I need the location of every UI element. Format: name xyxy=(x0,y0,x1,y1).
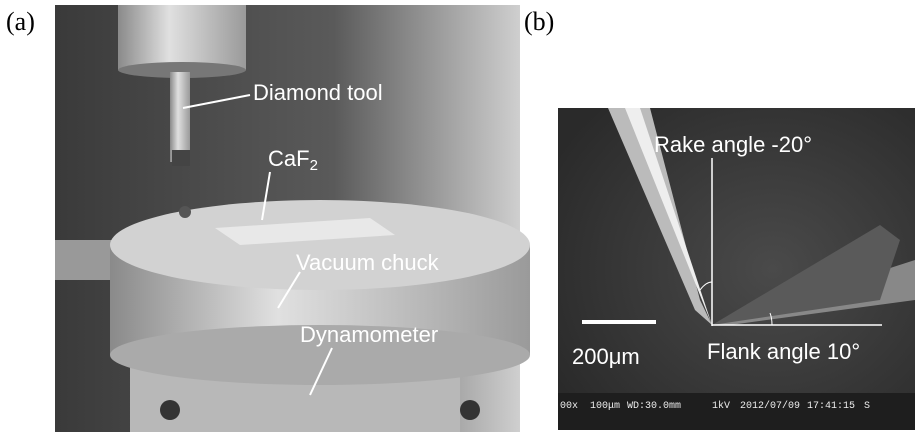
annotation: Vacuum chuck xyxy=(296,250,440,275)
footer-text: 00x xyxy=(560,401,578,412)
footer-text: 100μm xyxy=(590,401,620,412)
figure: (a) (b) Diamond tool CaF2 Vacuum chuck D… xyxy=(0,0,917,434)
photo xyxy=(55,5,530,432)
footer-text: 2012/07/09 xyxy=(740,400,800,412)
footer-text: 17:41:15 xyxy=(807,401,855,412)
annotation: Flank angle 10° xyxy=(707,339,860,364)
annotation: Dynamometer xyxy=(300,322,438,347)
footer-text: S xyxy=(864,401,870,412)
sem-footer: 00x 100μm WD:30.0mm 1kV 2012/07/09 17:41:15 S xyxy=(560,400,870,412)
annotation: Diamond tool xyxy=(253,80,383,105)
annotation: Rake angle -20° xyxy=(654,132,812,157)
footer-text: 1kV xyxy=(712,400,730,412)
panel-label: (b) xyxy=(524,7,554,36)
footer-text: WD:30.0mm xyxy=(627,401,681,412)
scale-label: 200μm xyxy=(572,344,640,369)
subscript: 2 xyxy=(310,157,318,174)
panel-label: (a) xyxy=(6,7,35,36)
annotation: CaF xyxy=(268,146,310,171)
